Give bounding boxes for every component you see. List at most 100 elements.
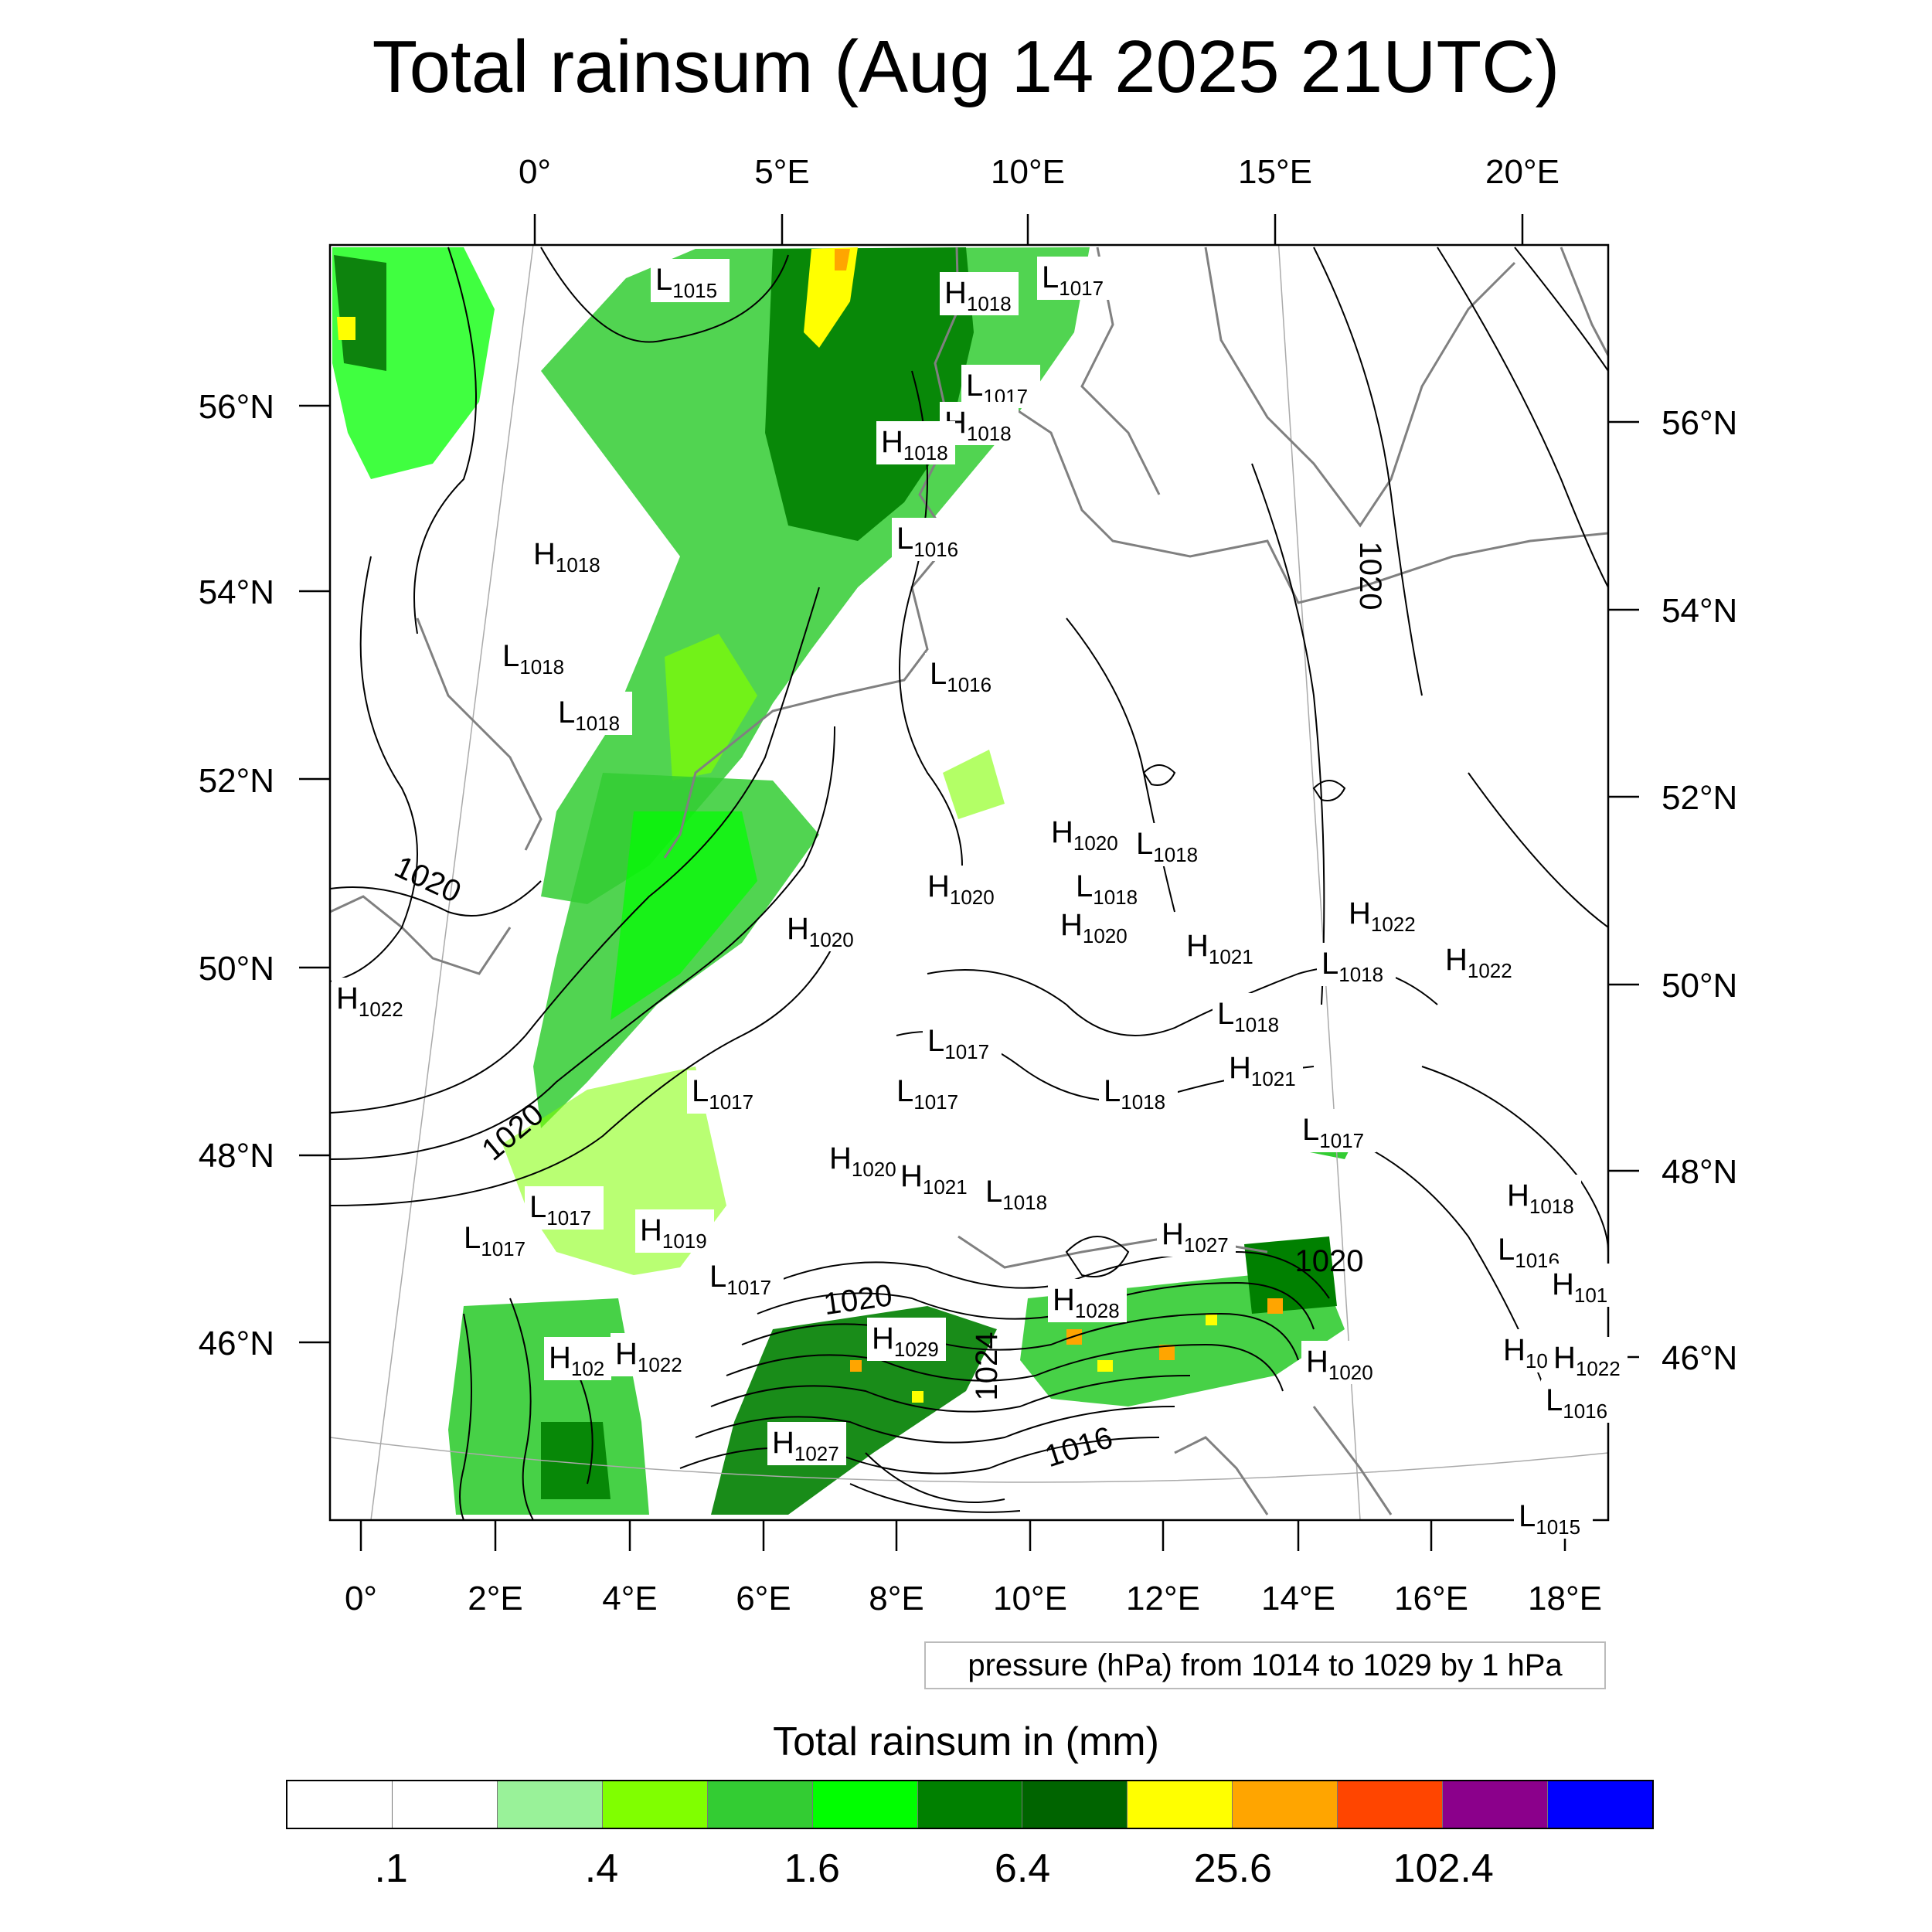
- pressure-center-label: L1015: [1519, 1499, 1580, 1539]
- right-lat-label: 46°N: [1662, 1339, 1737, 1377]
- bottom-lon-label: 8°E: [869, 1580, 923, 1617]
- pressure-center-low: L1017: [705, 1256, 784, 1299]
- map-frame: [328, 243, 1610, 1522]
- colorbar-swatch: [707, 1781, 813, 1828]
- pressure-center-label: L1018: [1136, 827, 1198, 866]
- pressure-center-label: H1020: [1060, 908, 1128, 947]
- pressure-center-low: L1016: [925, 653, 1004, 696]
- pressure-center-low: L1018: [981, 1171, 1060, 1214]
- pressure-center-label: H1027: [772, 1426, 839, 1465]
- colorbar-swatch: [1128, 1781, 1233, 1828]
- colorbar-swatch: [812, 1781, 918, 1828]
- pressure-center-label: H1021: [1186, 929, 1253, 968]
- bottom-lon-label: 18°E: [1528, 1580, 1602, 1617]
- pressure-center-label: H101: [1552, 1267, 1607, 1307]
- colorbar-swatch: [1022, 1781, 1128, 1828]
- bottom-lon-labels: 0° 2°E 4°E 6°E 8°E 10°E 12°E 14°E 16°E 1…: [345, 1580, 1602, 1617]
- pressure-center-high: H102: [544, 1337, 611, 1380]
- isobar-label: 1020: [1353, 542, 1387, 611]
- right-lat-labels: 56°N 54°N 52°N 50°N 48°N 46°N: [1662, 404, 1737, 1377]
- pressure-center-label: H1021: [1229, 1051, 1296, 1090]
- coastlines: [330, 247, 1608, 1515]
- pressure-center-label: H1027: [1162, 1217, 1229, 1257]
- colorbar-swatch: [497, 1781, 603, 1828]
- left-lat-label: 50°N: [199, 950, 274, 988]
- pressure-center-label: H1018: [944, 276, 1012, 315]
- colorbar-swatch: [602, 1781, 708, 1828]
- right-lat-label: 50°N: [1662, 967, 1737, 1005]
- pressure-center-label: L1017: [464, 1221, 526, 1260]
- pressure-center-label: H1018: [881, 425, 948, 464]
- pressure-center-low: L1018: [1071, 866, 1150, 909]
- pressure-center-high: H1027: [767, 1422, 846, 1465]
- pressure-note: pressure (hPa) from 1014 to 1029 by 1 hP…: [924, 1641, 1606, 1689]
- pressure-center-high: H1027: [1157, 1213, 1236, 1257]
- pressure-center-high: H101: [1547, 1264, 1614, 1307]
- pressure-center-low: L1015: [651, 259, 730, 302]
- pressure-center-label: L1015: [655, 263, 717, 302]
- pressure-center-low: L1017: [459, 1217, 538, 1260]
- colorbar-swatch: [1338, 1781, 1444, 1828]
- left-lat-label: 48°N: [199, 1137, 274, 1175]
- pressure-center-high: H1018: [940, 272, 1019, 315]
- bottom-lon-label: 12°E: [1126, 1580, 1200, 1617]
- pressure-center-label: H1029: [872, 1321, 939, 1361]
- pressure-center-low: L1015: [1514, 1495, 1593, 1539]
- left-lat-label: 54°N: [199, 573, 274, 611]
- colorbar: [286, 1780, 1654, 1829]
- pressure-center-label: H102: [549, 1341, 604, 1380]
- pressure-center-label: L1018: [558, 696, 620, 735]
- colorbar-swatch: [392, 1781, 498, 1828]
- colorbar-swatch: [1233, 1781, 1338, 1828]
- pressure-center-label: H1021: [900, 1159, 968, 1199]
- right-lat-label: 54°N: [1662, 592, 1737, 630]
- pressure-center-label: H1018: [1507, 1179, 1574, 1218]
- colorbar-label: 25.6: [1193, 1846, 1272, 1891]
- right-lat-label: 48°N: [1662, 1153, 1737, 1191]
- pressure-center-label: H1028: [1053, 1283, 1120, 1322]
- top-lon-label: 0°: [519, 153, 551, 191]
- pressure-center-label: L1017: [529, 1190, 591, 1230]
- isobar-label: 1020: [1295, 1244, 1364, 1278]
- graticule: [330, 245, 1608, 1520]
- pressure-center-label: L1018: [1104, 1074, 1165, 1114]
- pressure-center-high: H1021: [896, 1155, 975, 1199]
- pressure-center-label: L1018: [1321, 947, 1383, 986]
- left-lat-labels: 56°N 54°N 52°N 50°N 48°N 46°N: [199, 388, 274, 1362]
- right-lat-label: 56°N: [1662, 404, 1737, 442]
- pressure-center-high: H1020: [1046, 811, 1125, 855]
- bottom-lon-label: 4°E: [602, 1580, 657, 1617]
- pressure-center-high: H1022: [611, 1333, 689, 1376]
- pressure-center-low: L1018: [1213, 993, 1291, 1036]
- right-lat-label: 52°N: [1662, 779, 1737, 817]
- pressure-center-label: H1020: [927, 869, 995, 909]
- pressure-center-high: H1020: [1056, 904, 1134, 947]
- top-lon-label: 5°E: [754, 153, 809, 191]
- colorbar-label: 102.4: [1393, 1846, 1494, 1891]
- pressure-center-label: L1016: [896, 522, 958, 561]
- left-lat-label: 46°N: [199, 1325, 274, 1362]
- colorbar-swatch: [287, 1781, 393, 1828]
- pressure-center-high: H1021: [1182, 925, 1260, 968]
- bottom-lon-label: 2°E: [468, 1580, 522, 1617]
- pressure-center-label: H1022: [1445, 943, 1512, 982]
- isobar-label: 1024: [970, 1332, 1004, 1401]
- pressure-center-label: H1020: [829, 1141, 896, 1181]
- colorbar-swatch: [1443, 1781, 1549, 1828]
- pressure-center-label: L1016: [930, 657, 992, 696]
- colorbar-label: .1: [374, 1846, 408, 1891]
- pressure-center-high: H1020: [825, 1138, 903, 1181]
- pressure-center-high: H1019: [635, 1209, 714, 1253]
- pressure-center-low: L1017: [892, 1070, 971, 1114]
- pressure-center-high: H1022: [1440, 939, 1519, 982]
- pressure-center-low: L1016: [1541, 1379, 1620, 1423]
- bottom-lon-label: 6°E: [736, 1580, 791, 1617]
- pressure-center-low: L1017: [961, 365, 1040, 408]
- pressure-center-label: H1018: [533, 537, 600, 577]
- pressure-center-label: H1020: [787, 912, 854, 951]
- pressure-center-low: L1018: [1317, 943, 1396, 986]
- pressure-center-high: H1020: [782, 908, 861, 951]
- pressure-center-label: H1022: [1349, 896, 1416, 936]
- colorbar-swatch: [917, 1781, 1023, 1828]
